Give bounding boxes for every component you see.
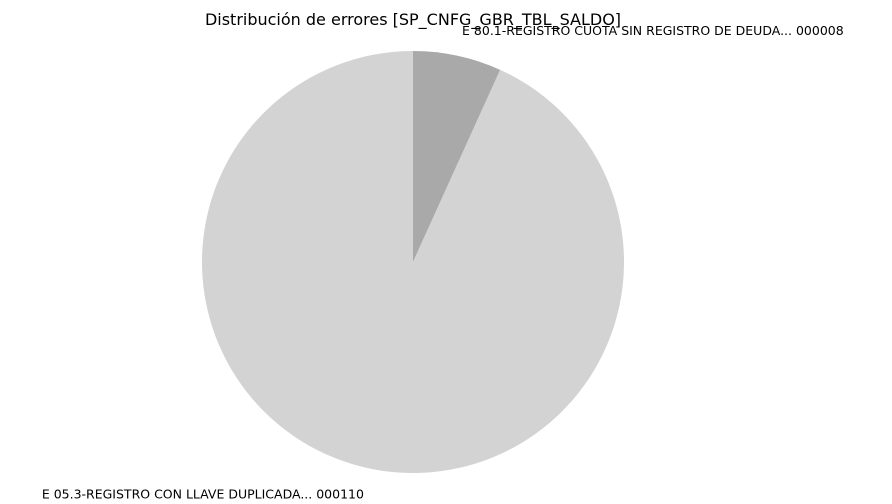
pie-slices <box>201 51 624 474</box>
slice-label-1: E 80.1-REGISTRO CUOTA SIN REGISTRO DE DE… <box>462 23 844 38</box>
slice-label-2: E 05.3-REGISTRO CON LLAVE DUPLICADA... 0… <box>42 486 364 501</box>
slice-labels: E 80.1-REGISTRO CUOTA SIN REGISTRO DE DE… <box>42 23 844 501</box>
chart-title: Distribución de errores [SP_CNFG_GBR_TBL… <box>205 10 621 30</box>
pie-slice-2 <box>201 51 624 474</box>
pie-slice-1 <box>413 51 501 262</box>
